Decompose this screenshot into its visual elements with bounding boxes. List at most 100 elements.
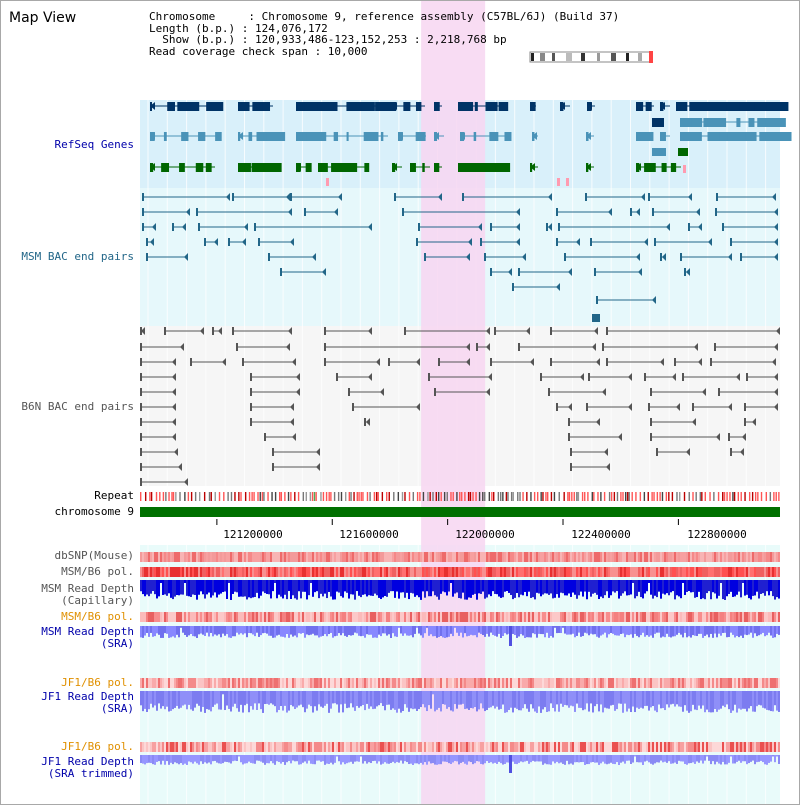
- msm-depth-sra-bar: [212, 626, 214, 637]
- msm-pol-sra-cell: [304, 612, 306, 622]
- msm-pol-sra-cell: [514, 612, 516, 622]
- b6n-bac-pair-end: [556, 403, 558, 411]
- msm-depth-capillary-bar: [374, 580, 376, 594]
- jf1-pol-cell: [694, 678, 696, 688]
- msm-pol-cell: [654, 567, 656, 577]
- repeat-element: [522, 492, 524, 501]
- track-label-jf1-depth-sra[interactable]: JF1 Read Depth (SRA): [41, 690, 134, 715]
- jf1-pol2-cell: [212, 742, 214, 752]
- jf1-depth-trimmed-bar: [162, 755, 164, 761]
- jf1-pol2-cell: [268, 742, 270, 752]
- msm-pol-sra-cell: [454, 612, 456, 622]
- msm-depth-capillary-bar: [422, 580, 424, 592]
- jf1-depth-sra-bar: [674, 691, 676, 707]
- jf1-pol-cell: [568, 678, 570, 688]
- jf1-depth-sra-bar: [694, 691, 696, 710]
- repeat-element: [302, 492, 305, 501]
- msm-depth-sra-bar: [754, 626, 756, 634]
- jf1-pol2-cell: [366, 742, 368, 752]
- msm-bac-pair-end-arrow: [286, 193, 290, 201]
- dbsnp-cell: [390, 552, 392, 562]
- repeat-element: [576, 492, 578, 501]
- msm-depth-sra-bar: [486, 626, 488, 634]
- track-label-msm-depth-capillary[interactable]: MSM Read Depth (Capillary): [41, 582, 134, 607]
- msm-depth-sra-bar: [632, 626, 634, 638]
- msm-pol-sra-cell: [336, 612, 338, 622]
- jf1-pol-cell: [376, 678, 378, 688]
- jf1-depth-trimmed-bar: [292, 755, 294, 761]
- repeat-element: [333, 492, 336, 501]
- jf1-depth-trimmed-bar: [750, 755, 752, 762]
- jf1-pol2-cell: [220, 742, 222, 752]
- track-label-jf1-pol2[interactable]: JF1/B6 pol.: [61, 740, 134, 753]
- track-label-b6n-bac[interactable]: B6N BAC end pairs: [21, 400, 134, 413]
- track-label-jf1-pol[interactable]: JF1/B6 pol.: [61, 676, 134, 689]
- track-label-msm-depth-sra[interactable]: MSM Read Depth (SRA): [41, 625, 134, 650]
- msm-pol-sra-cell: [366, 612, 368, 622]
- msm-depth-capillary-bar: [442, 580, 444, 592]
- msm-pol-sra-cell: [162, 612, 164, 622]
- jf1-depth-trimmed-bar: [470, 755, 472, 763]
- track-label-msm-pol[interactable]: MSM/B6 pol.: [61, 565, 134, 578]
- msm-depth-capillary-bar: [654, 580, 656, 596]
- jf1-depth-sra-bar: [528, 691, 530, 712]
- track-label-repeat[interactable]: Repeat: [94, 489, 134, 502]
- jf1-depth-sra-bar: [584, 691, 586, 710]
- msm-pol-sra-cell: [332, 612, 334, 622]
- jf1-depth-trimmed-bar: [340, 755, 342, 765]
- jf1-pol-cell: [276, 678, 278, 688]
- msm-pol-sra-cell: [468, 612, 470, 622]
- jf1-pol-cell: [144, 678, 146, 688]
- ideogram-band: [581, 53, 585, 61]
- track-label-dbsnp[interactable]: dbSNP(Mouse): [54, 549, 134, 562]
- track-label-msm-bac[interactable]: MSM BAC end pairs: [21, 250, 134, 263]
- msm-pol-sra-cell: [736, 612, 738, 622]
- jf1-pol-cell: [656, 678, 658, 688]
- refseq-gene-row1-exon: [485, 102, 498, 111]
- jf1-depth-trimmed-bar: [180, 755, 182, 764]
- msm-depth-capillary-bar: [608, 580, 610, 598]
- track-label-refseq[interactable]: RefSeq Genes: [54, 138, 134, 151]
- jf1-pol2-cell: [610, 742, 612, 752]
- msm-depth-capillary-bar: [344, 580, 346, 592]
- b6n-bac-pair-end-arrow: [774, 343, 778, 351]
- msm-pol-cell: [190, 567, 192, 577]
- dbsnp-cell: [452, 552, 454, 562]
- jf1-depth-trimmed-bar: [662, 755, 664, 763]
- jf1-depth-trimmed-bar: [278, 755, 280, 762]
- jf1-depth-sra-bar: [754, 691, 756, 712]
- dbsnp-cell: [166, 552, 168, 562]
- b6n-bac-pair-end-arrow: [292, 433, 296, 441]
- jf1-pol2-cell: [628, 742, 630, 752]
- dbsnp-cell: [592, 552, 594, 562]
- track-label-chromosome[interactable]: chromosome 9: [54, 505, 134, 518]
- jf1-depth-trimmed-bar: [712, 755, 714, 762]
- jf1-depth-trimmed-bar: [352, 755, 354, 764]
- msm-pol-cell: [682, 567, 684, 577]
- track-label-jf1-depth-trimmed[interactable]: JF1 Read Depth (SRA trimmed): [41, 755, 134, 780]
- msm-depth-capillary-bar: [456, 580, 458, 593]
- dbsnp-cell: [154, 552, 156, 562]
- repeat-element: [172, 492, 175, 501]
- jf1-pol2-cell: [510, 742, 512, 752]
- msm-depth-sra-bar: [276, 626, 278, 636]
- b6n-bac-pair-end-arrow: [368, 327, 372, 335]
- msm-depth-sra-bar: [664, 626, 666, 638]
- jf1-pol-cell: [308, 678, 310, 688]
- jf1-depth-trimmed-bar: [644, 755, 646, 762]
- track-label-msm-pol-sra[interactable]: MSM/B6 pol.: [61, 610, 134, 623]
- refseq-variant-mark: [326, 178, 329, 186]
- jf1-pol-cell: [742, 678, 744, 688]
- msm-depth-capillary-bar: [172, 580, 174, 600]
- refseq-gene-row3-strand-arrow: [238, 132, 243, 140]
- msm-pol-cell: [618, 567, 620, 577]
- jf1-pol-cell: [320, 678, 322, 688]
- msm-depth-sra-bar: [336, 626, 338, 636]
- msm-depth-sra-bar: [526, 626, 528, 638]
- msm-depth-sra-bar: [496, 626, 498, 637]
- dbsnp-cell: [464, 552, 466, 562]
- refseq-gene-row1-strand-arrow: [392, 102, 397, 110]
- jf1-depth-sra-bar: [240, 691, 242, 705]
- jf1-pol-cell: [210, 678, 212, 688]
